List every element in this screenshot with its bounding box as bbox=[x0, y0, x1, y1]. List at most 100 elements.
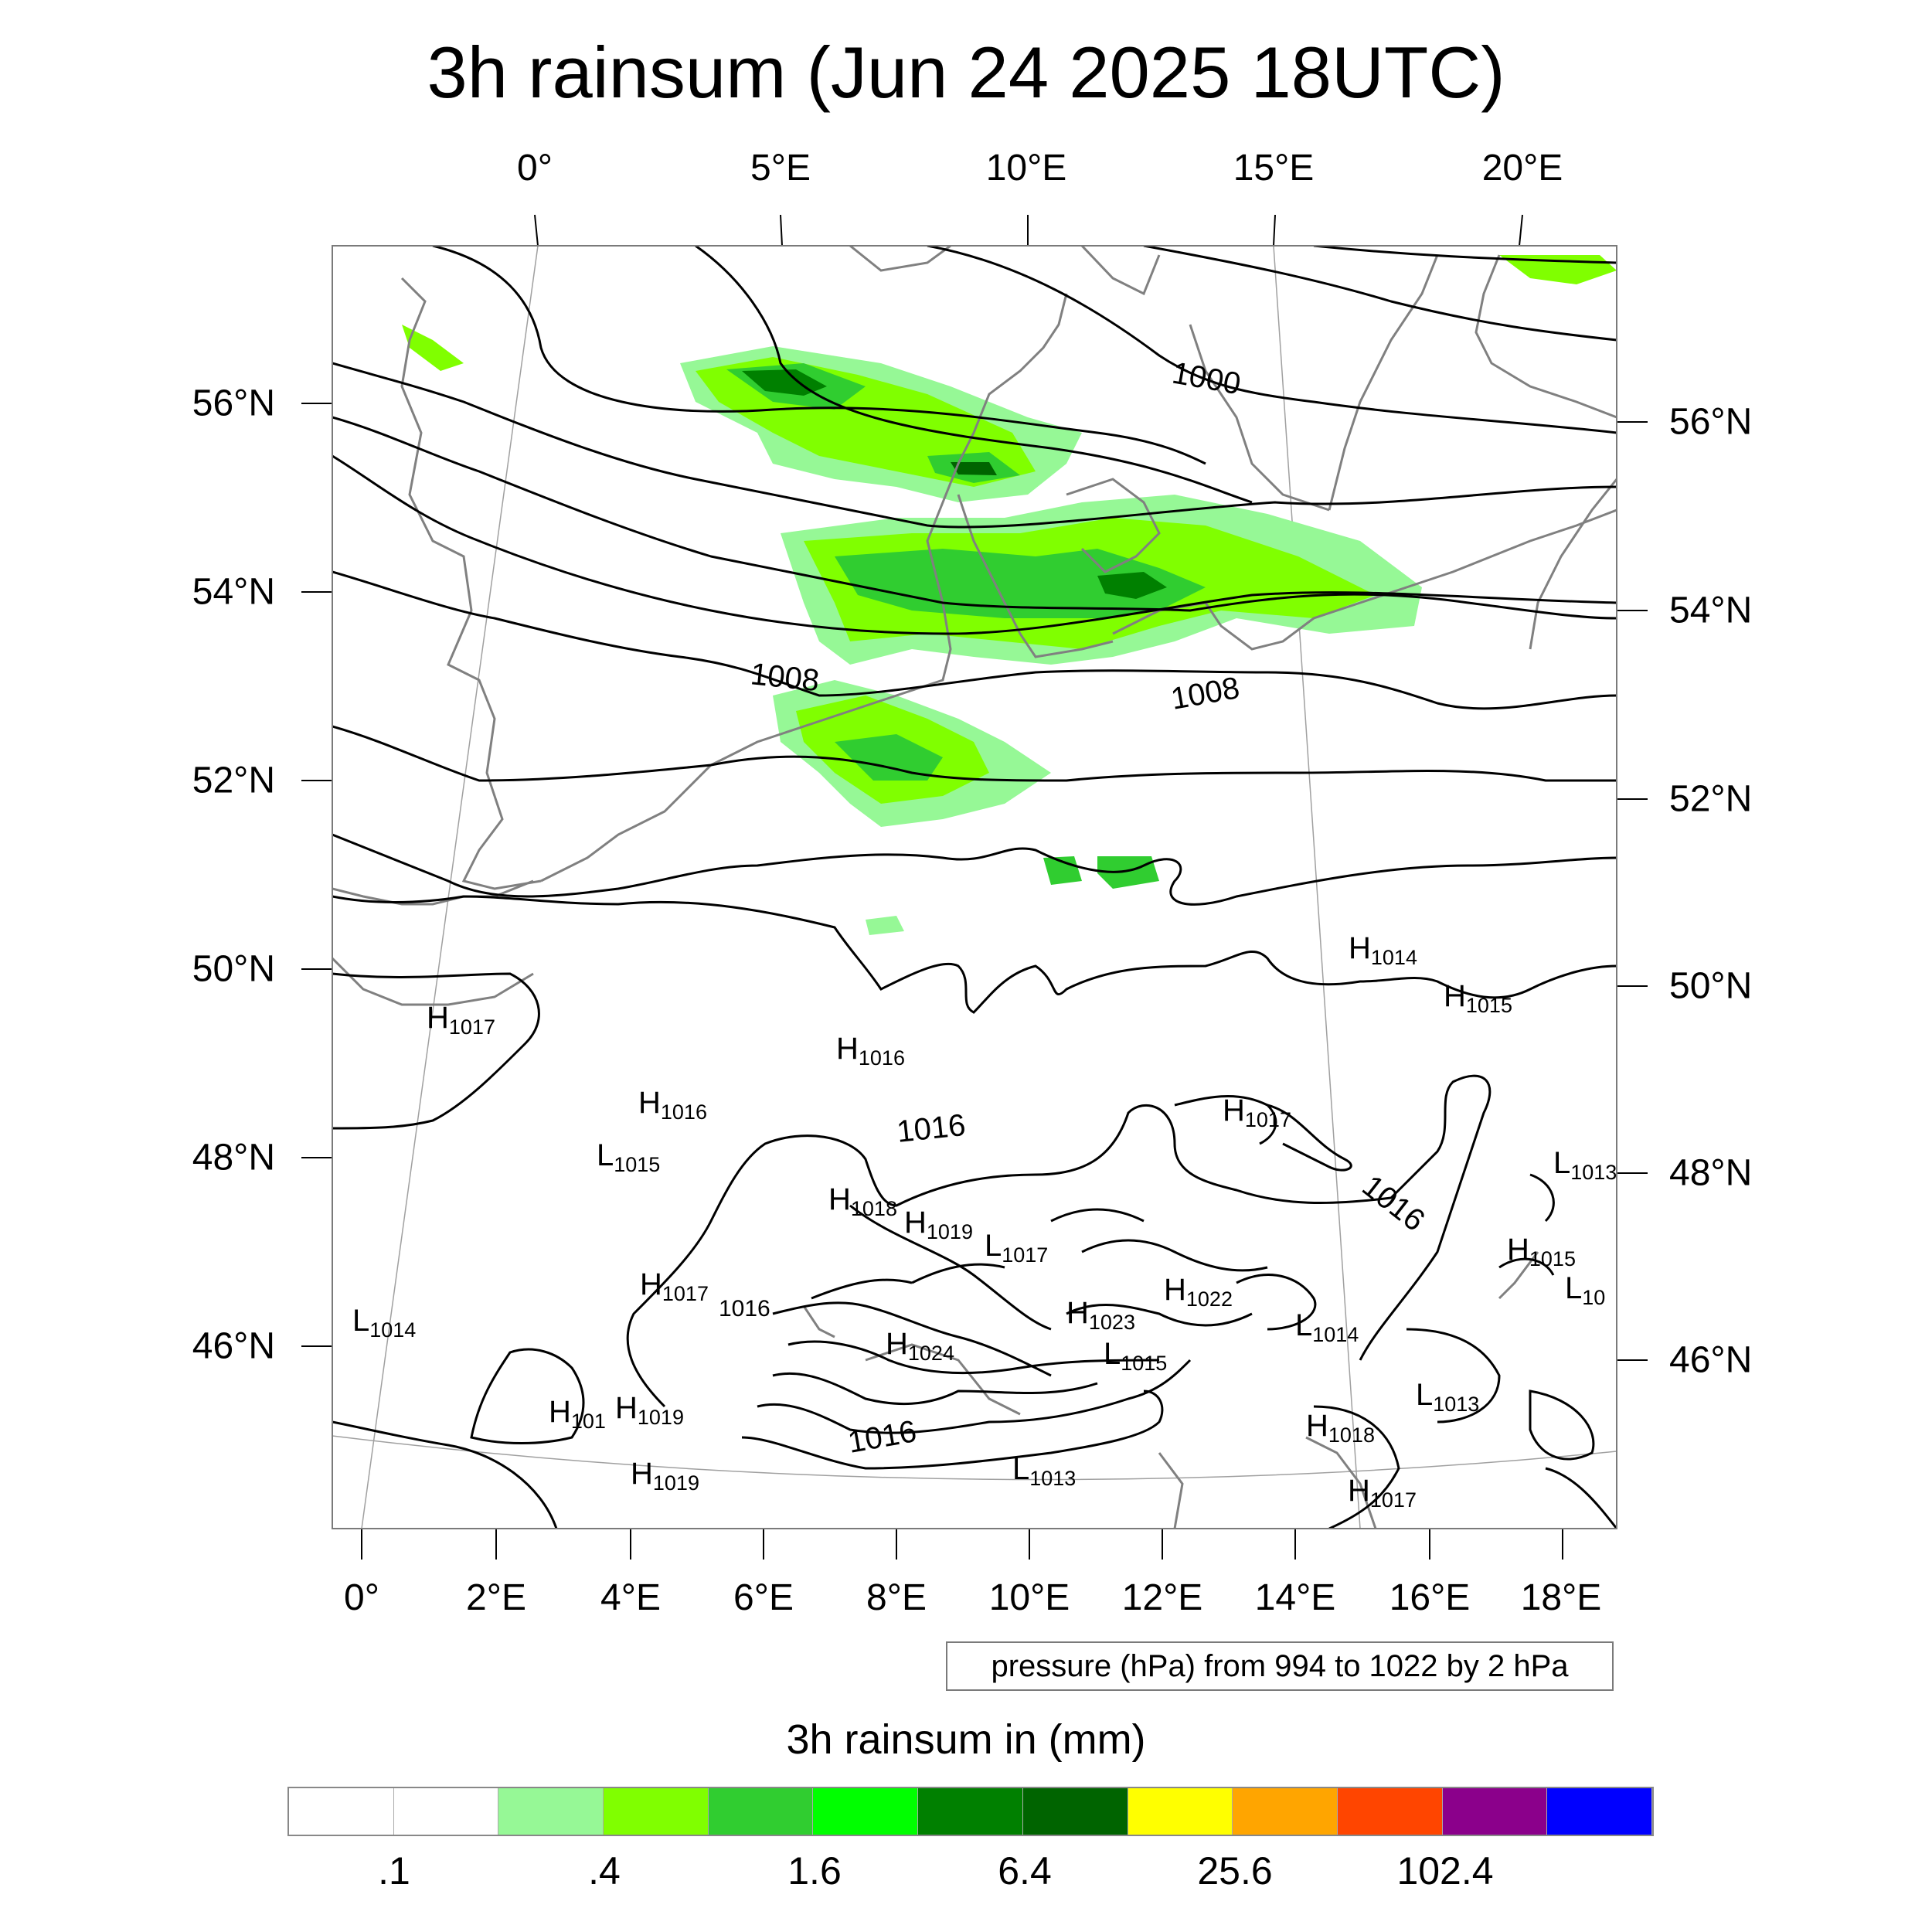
rain-area bbox=[1097, 572, 1167, 599]
isobar bbox=[332, 895, 1617, 1014]
tick-marks bbox=[301, 214, 1648, 1560]
bottom-lon-label: 6°E bbox=[733, 1577, 794, 1618]
colorbar-swatch bbox=[918, 1788, 1023, 1835]
map-frame bbox=[332, 245, 1617, 1529]
isobar bbox=[332, 833, 1617, 906]
colorbar bbox=[287, 1787, 1654, 1836]
bottom-lon-label: 18°E bbox=[1520, 1577, 1602, 1618]
pressure-center: L1014 bbox=[352, 1304, 416, 1342]
isobar bbox=[332, 416, 1617, 620]
bottom-lon-label: 16°E bbox=[1389, 1577, 1471, 1618]
pressure-centers: H1014 H1015 H1017 H1016 H1016 H1017 L101… bbox=[352, 931, 1617, 1512]
isobar bbox=[332, 570, 1617, 710]
pressure-center: H1023 bbox=[1066, 1296, 1135, 1334]
isobar-label: 1008 bbox=[749, 657, 821, 698]
isobar bbox=[1066, 1303, 1253, 1327]
colorbar-swatch bbox=[393, 1788, 499, 1835]
isobar bbox=[1081, 1239, 1268, 1272]
right-lat-label: 50°N bbox=[1669, 965, 1753, 1007]
left-lat-label: 56°N bbox=[192, 383, 275, 424]
pressure-center: L1014 bbox=[1295, 1308, 1359, 1346]
isobar-label: 1016 bbox=[719, 1296, 770, 1321]
colorbar-swatch bbox=[1547, 1788, 1652, 1835]
isobar bbox=[927, 246, 1617, 434]
bottom-lon-label: 10°E bbox=[988, 1577, 1070, 1618]
isobar bbox=[741, 1389, 1164, 1470]
rain-area bbox=[866, 916, 904, 935]
colorbar-label: .4 bbox=[588, 1849, 621, 1893]
left-lat-label: 54°N bbox=[192, 571, 275, 613]
isobar bbox=[1313, 246, 1617, 264]
pressure-center: H1019 bbox=[631, 1457, 699, 1495]
colorbar-swatch bbox=[604, 1788, 709, 1835]
isobar-label: 1016 bbox=[1355, 1168, 1430, 1237]
pressure-center: H1018 bbox=[828, 1182, 897, 1220]
isobar bbox=[1050, 1208, 1145, 1223]
pressure-center: H1015 bbox=[1444, 979, 1512, 1017]
isobar-label: 1016 bbox=[895, 1108, 967, 1149]
right-lat-label: 52°N bbox=[1669, 778, 1753, 820]
colorbar-swatch bbox=[813, 1788, 919, 1835]
pressure-center: H1015 bbox=[1507, 1233, 1576, 1270]
isobar bbox=[1529, 1173, 1555, 1223]
bottom-lon-label: 8°E bbox=[866, 1577, 927, 1618]
coastline bbox=[1328, 254, 1439, 511]
isobar bbox=[470, 1348, 585, 1444]
isobar bbox=[849, 1204, 1052, 1331]
pressure-center: H101 bbox=[549, 1395, 606, 1433]
map-title: 3h rainsum (Jun 24 2025 18UTC) bbox=[427, 32, 1505, 113]
isobar bbox=[772, 1372, 1098, 1406]
pressure-center: H1019 bbox=[904, 1206, 973, 1243]
pressure-center: L1013 bbox=[1553, 1146, 1617, 1184]
pressure-center: H1017 bbox=[427, 1001, 495, 1039]
rain-area bbox=[742, 369, 827, 396]
isobar bbox=[1174, 1094, 1277, 1145]
coastline bbox=[540, 293, 1068, 883]
top-lon-label: 20°E bbox=[1481, 148, 1563, 189]
colorbar-label: 6.4 bbox=[998, 1849, 1052, 1893]
coastline bbox=[849, 246, 951, 272]
colorbar-swatch bbox=[498, 1788, 604, 1835]
isobar bbox=[757, 1359, 1192, 1434]
isobars bbox=[332, 246, 1617, 1529]
bottom-lon-label: 0° bbox=[344, 1577, 379, 1618]
pressure-center: H1024 bbox=[886, 1327, 954, 1365]
coastline bbox=[1189, 324, 1330, 512]
colorbar-swatch bbox=[1128, 1788, 1233, 1835]
coastline bbox=[957, 494, 1114, 658]
isobar bbox=[332, 972, 540, 1130]
right-lat-label: 54°N bbox=[1669, 590, 1753, 631]
left-lat-label: 48°N bbox=[192, 1137, 275, 1179]
pressure-center: H1017 bbox=[1348, 1474, 1417, 1512]
colorbar-label: .1 bbox=[378, 1849, 410, 1893]
isobar bbox=[1267, 1104, 1352, 1172]
isobar bbox=[695, 246, 1253, 504]
top-lon-label: 5°E bbox=[750, 148, 811, 189]
isobar bbox=[332, 454, 1617, 635]
isobar bbox=[1236, 1274, 1317, 1331]
pressure-center: H1016 bbox=[836, 1032, 905, 1070]
colorbar-swatch bbox=[1337, 1788, 1443, 1835]
pressure-center: L10 bbox=[1565, 1271, 1605, 1309]
isobar bbox=[626, 1074, 1492, 1408]
isobar bbox=[1529, 1389, 1595, 1461]
isobar bbox=[787, 1340, 1160, 1375]
rain-area bbox=[1043, 856, 1082, 885]
bottom-lon-label: 4°E bbox=[600, 1577, 661, 1618]
isobar bbox=[1545, 1467, 1617, 1529]
colorbar-label: 102.4 bbox=[1396, 1849, 1494, 1893]
pressure-center: H1016 bbox=[638, 1086, 707, 1124]
right-lat-label: 56°N bbox=[1669, 401, 1753, 443]
isobar-label: 1016 bbox=[845, 1414, 919, 1460]
isobar bbox=[911, 1263, 1005, 1284]
right-lat-label: 46°N bbox=[1669, 1339, 1753, 1381]
isobar-label: 1000 bbox=[1169, 356, 1243, 402]
rain-area bbox=[402, 325, 464, 371]
top-lon-label: 10°E bbox=[985, 148, 1067, 189]
isobar bbox=[1406, 1328, 1501, 1423]
colorbar-label: 1.6 bbox=[787, 1849, 842, 1893]
colorbar-label: 25.6 bbox=[1197, 1849, 1273, 1893]
coastline bbox=[400, 277, 542, 890]
pressure-center: H1018 bbox=[1306, 1409, 1375, 1447]
